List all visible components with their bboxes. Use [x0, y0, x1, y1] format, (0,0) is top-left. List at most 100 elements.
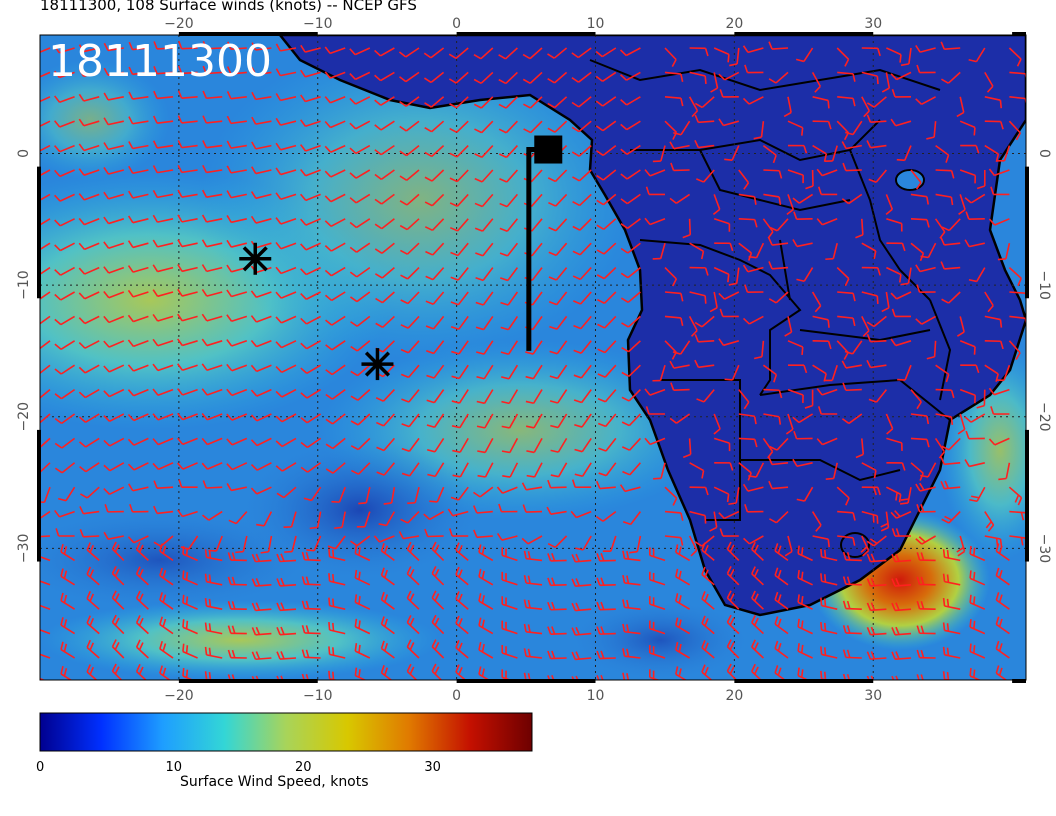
- wind-barb: [712, 194, 721, 215]
- wind-barb: [797, 594, 813, 610]
- wind-barb: [407, 487, 420, 505]
- wind-barb: [159, 592, 174, 610]
- wind-barb: [476, 364, 494, 380]
- wind-barb: [675, 641, 691, 659]
- wind-barb: [374, 242, 395, 254]
- wind-barb: [349, 71, 371, 81]
- wind-barb: [900, 487, 912, 505]
- wind-barb: [226, 239, 247, 248]
- wind-barb: [54, 364, 76, 375]
- wind-barb: [325, 462, 346, 474]
- wind-barb: [448, 47, 469, 60]
- wind-barb: [251, 578, 272, 587]
- wind-barb: [202, 480, 223, 489]
- wind-barb: [401, 413, 420, 428]
- wind-barb: [942, 549, 961, 562]
- wind-barb: [890, 510, 912, 519]
- wind-barb: [816, 437, 838, 446]
- wind-barb: [596, 577, 616, 587]
- wind-barb: [719, 89, 739, 98]
- wind-barb: [885, 413, 894, 435]
- wind-barb: [549, 315, 568, 330]
- wind-barb: [738, 413, 757, 425]
- wind-barb: [501, 596, 518, 610]
- wind-barb: [694, 114, 715, 124]
- country-borders: [589, 59, 952, 521]
- wind-barb: [350, 340, 371, 352]
- wind-barb: [701, 591, 715, 610]
- wind-barb: [496, 533, 518, 541]
- wind-barb: [128, 116, 149, 125]
- lon-tick-label-top: 10: [587, 16, 605, 32]
- wind-barb: [896, 145, 912, 162]
- wind-barb: [596, 291, 617, 304]
- wind-barb: [550, 462, 568, 478]
- wind-barb: [787, 169, 804, 184]
- wind-barb: [866, 359, 887, 369]
- wind-barb: [431, 614, 445, 635]
- wind-barb: [40, 413, 51, 424]
- wind-barb: [645, 406, 666, 415]
- wind-barb: [964, 413, 986, 423]
- wind-barb: [796, 267, 814, 283]
- wind-barb: [152, 140, 174, 149]
- wind-barb: [669, 413, 691, 424]
- wind-barb: [726, 541, 740, 561]
- wind-barb: [621, 364, 641, 377]
- wind-barb: [742, 45, 764, 54]
- wind-barb: [455, 591, 469, 610]
- wind-barb: [226, 165, 247, 174]
- wind-barb: [449, 193, 469, 207]
- lat-tick-label-left: −10: [16, 270, 32, 300]
- wind-barb: [669, 193, 691, 204]
- wind-barb: [375, 291, 395, 304]
- wind-barb: [744, 64, 764, 74]
- wind-barb: [498, 120, 518, 134]
- wind-barb: [356, 511, 371, 528]
- wind-barb: [956, 535, 966, 557]
- wind-barb: [842, 382, 862, 392]
- wind-barb: [376, 413, 395, 427]
- wind-barb: [768, 456, 789, 466]
- wind-barb: [354, 643, 371, 659]
- wind-barb: [996, 145, 1011, 162]
- wind-barb: [276, 486, 297, 499]
- wind-barb: [40, 555, 51, 562]
- wind-barb: [841, 413, 863, 425]
- wind-barb: [984, 340, 1004, 350]
- wind-barb: [275, 413, 297, 423]
- wind-barb: [276, 553, 297, 563]
- wind-barb: [374, 169, 395, 180]
- wind-barb: [573, 364, 592, 379]
- wind-barb: [103, 266, 125, 274]
- wind-barb: [380, 640, 395, 659]
- wind-barb: [275, 315, 297, 324]
- wind-barb: [501, 364, 519, 380]
- wind-barb: [60, 568, 76, 586]
- wind-barb: [886, 242, 906, 252]
- wind-barb: [104, 504, 124, 513]
- wind-barb: [816, 168, 838, 177]
- wind-barb: [86, 639, 100, 659]
- wind-barb: [842, 649, 862, 659]
- wind-barb: [548, 291, 568, 306]
- wind-barb: [300, 242, 321, 251]
- wind-barb: [380, 591, 395, 610]
- wind-barb: [226, 66, 247, 75]
- wind-barb: [792, 239, 813, 248]
- wind-barb: [399, 71, 420, 83]
- wind-barb: [547, 626, 567, 635]
- wind-barb: [762, 364, 778, 383]
- wind-barb: [713, 218, 731, 232]
- wind-barb: [135, 663, 147, 680]
- wind-barb: [797, 618, 813, 635]
- wind-barb: [498, 71, 518, 85]
- wind-barb: [251, 651, 272, 661]
- wind-barb: [762, 144, 777, 164]
- wind-barb: [128, 41, 149, 51]
- wind-barb: [984, 291, 994, 313]
- wind-barb: [152, 338, 174, 347]
- wind-barb: [891, 578, 912, 587]
- wind-barb: [473, 486, 494, 498]
- wind-barb: [350, 389, 371, 401]
